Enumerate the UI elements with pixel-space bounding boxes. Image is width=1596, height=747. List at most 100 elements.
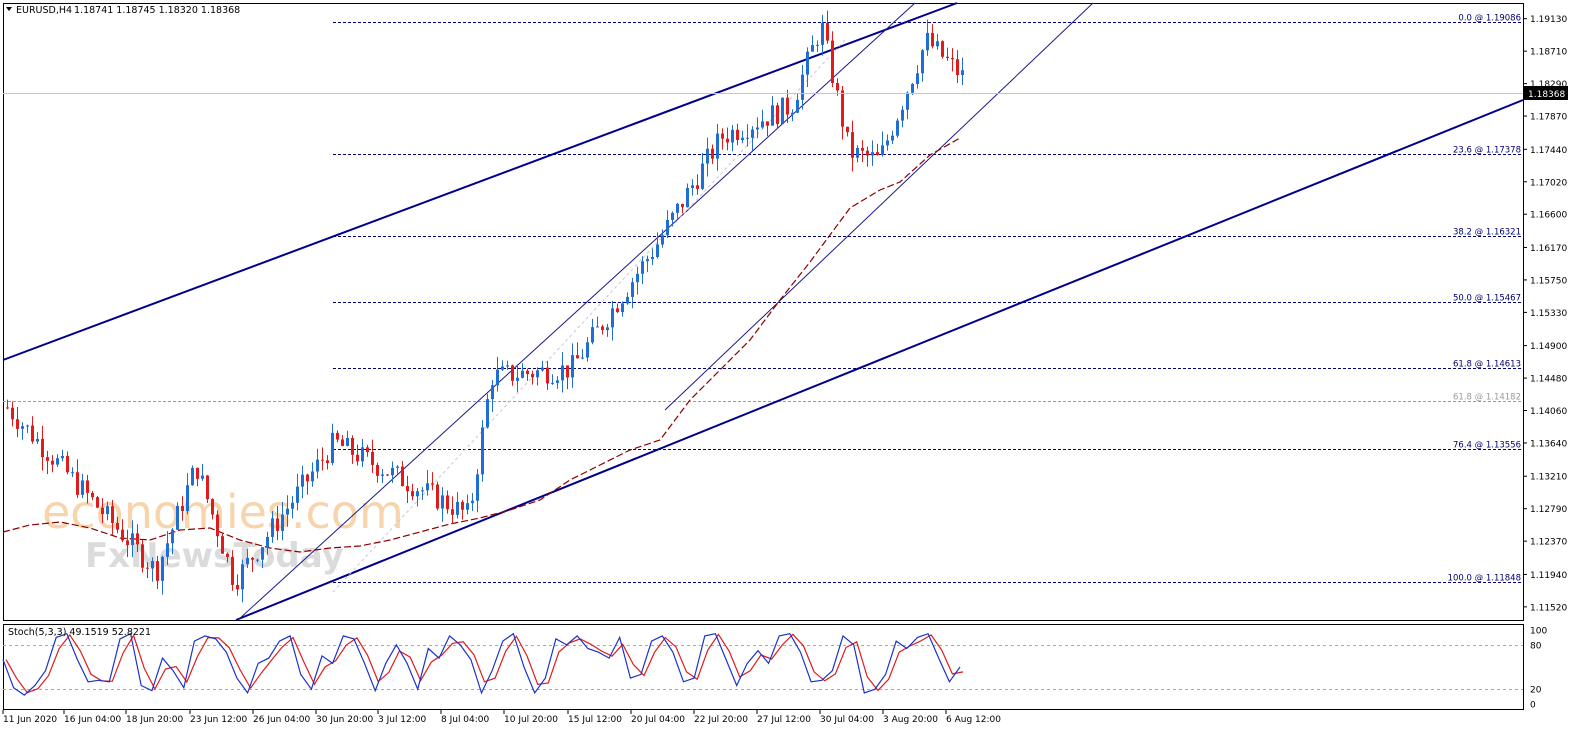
chart-ohlc: 1.18741 1.18745 1.18320 1.18368: [74, 5, 240, 16]
x-tick-label: 11 Jun 2020: [3, 715, 57, 725]
candle-body: [191, 467, 194, 486]
candle-body: [516, 377, 519, 381]
x-tick-label: 3 Jul 12:00: [378, 715, 427, 725]
candle-body: [66, 455, 69, 473]
y-tick-label: 1.15330: [1530, 309, 1567, 319]
candle-body: [806, 51, 809, 75]
candle-body: [41, 438, 44, 458]
candle-body: [531, 373, 534, 378]
candle-body: [566, 365, 569, 378]
candle-body: [71, 472, 74, 474]
secondary-level-label: 61.8 @ 1.14182: [1453, 393, 1521, 403]
candle-body: [821, 23, 824, 45]
candle-body: [46, 457, 49, 461]
candle-body: [441, 495, 444, 509]
candle-body: [266, 536, 269, 548]
candle-body: [616, 308, 619, 313]
current-price-box: [1524, 86, 1568, 100]
candle-body: [166, 543, 169, 557]
candle-body: [796, 99, 799, 113]
candle-body: [721, 133, 724, 139]
candle-body: [611, 308, 614, 328]
fib-level-label: 76.4 @ 1.13556: [1453, 441, 1521, 451]
candle-body: [841, 90, 844, 127]
candle-body: [606, 327, 609, 331]
candle-body: [476, 474, 479, 501]
candle-body: [371, 452, 374, 465]
y-tick-label: 1.12790: [1530, 505, 1567, 515]
candle-body: [781, 97, 784, 125]
candle-body: [636, 273, 639, 283]
fib-level-label: 0.0 @ 1.19086: [1458, 14, 1521, 24]
candle-body: [701, 163, 704, 189]
candle-body: [676, 203, 679, 213]
x-tick-label: 30 Jul 04:00: [820, 715, 874, 725]
candle-body: [896, 120, 899, 136]
channel-upper-line: [2, 2, 958, 361]
candle-body: [886, 140, 889, 146]
candle-body: [141, 544, 144, 568]
candle-body: [261, 547, 264, 560]
candle-body: [271, 518, 274, 537]
candle-body: [541, 367, 544, 371]
candle-body: [876, 152, 879, 155]
chart-header: EURUSD,H4 1.18741 1.18745 1.18320 1.1836…: [6, 5, 240, 16]
candle-body: [646, 259, 649, 262]
candle-body: [641, 261, 644, 274]
candle-body: [411, 491, 414, 497]
candle-body: [211, 499, 214, 515]
candle-body: [536, 370, 539, 378]
stoch-y-tick-label: 0: [1530, 701, 1536, 711]
x-tick-label: 23 Jun 12:00: [190, 715, 247, 725]
candle-body: [246, 557, 249, 565]
candle-body: [921, 50, 924, 74]
candle-body: [116, 523, 119, 530]
y-tick-label: 1.13210: [1530, 473, 1567, 483]
candle-body: [626, 296, 629, 304]
y-tick-label: 1.17870: [1530, 113, 1567, 123]
fib-level-label: 61.8 @ 1.14613: [1453, 360, 1521, 370]
candle-body: [651, 257, 654, 260]
candle-body: [906, 92, 909, 110]
candle-body: [171, 529, 174, 544]
candlestick-series: [6, 10, 964, 603]
candle-body: [466, 503, 469, 510]
candle-body: [286, 508, 289, 515]
candle-body: [291, 502, 294, 509]
stoch-y-tick-label: 80: [1530, 641, 1542, 651]
candle-body: [341, 439, 344, 446]
candle-body: [471, 500, 474, 504]
candle-body: [561, 365, 564, 381]
candle-body: [136, 533, 139, 545]
candle-body: [381, 474, 384, 476]
candle-body: [226, 553, 229, 557]
candle-body: [386, 474, 389, 476]
candle-body: [846, 126, 849, 133]
candle-body: [296, 486, 299, 503]
candle-body: [621, 303, 624, 313]
y-tick-label: 1.14480: [1530, 375, 1567, 385]
moving-average: [2, 137, 961, 553]
candle-body: [491, 385, 494, 400]
fib-level-label: 38.2 @ 1.16321: [1453, 228, 1521, 238]
candle-body: [231, 556, 234, 585]
y-tick-label: 1.12370: [1530, 538, 1567, 548]
inner-channel-right-line: [664, 2, 1094, 411]
candle-body: [856, 148, 859, 158]
candle-body: [206, 475, 209, 500]
symbol-icon: [6, 7, 12, 11]
candle-body: [776, 105, 779, 125]
candle-body: [686, 187, 689, 208]
candle-body: [456, 501, 459, 515]
candle-body: [691, 185, 694, 188]
y-tick-label: 1.11520: [1530, 603, 1567, 613]
candle-body: [581, 357, 584, 359]
candle-body: [131, 533, 134, 546]
candle-body: [391, 467, 394, 476]
y-tick-label: 1.13640: [1530, 440, 1567, 450]
candle-body: [571, 355, 574, 378]
candle-body: [591, 327, 594, 343]
candle-body: [751, 129, 754, 138]
y-tick-label: 1.16170: [1530, 244, 1567, 254]
candle-body: [891, 135, 894, 141]
